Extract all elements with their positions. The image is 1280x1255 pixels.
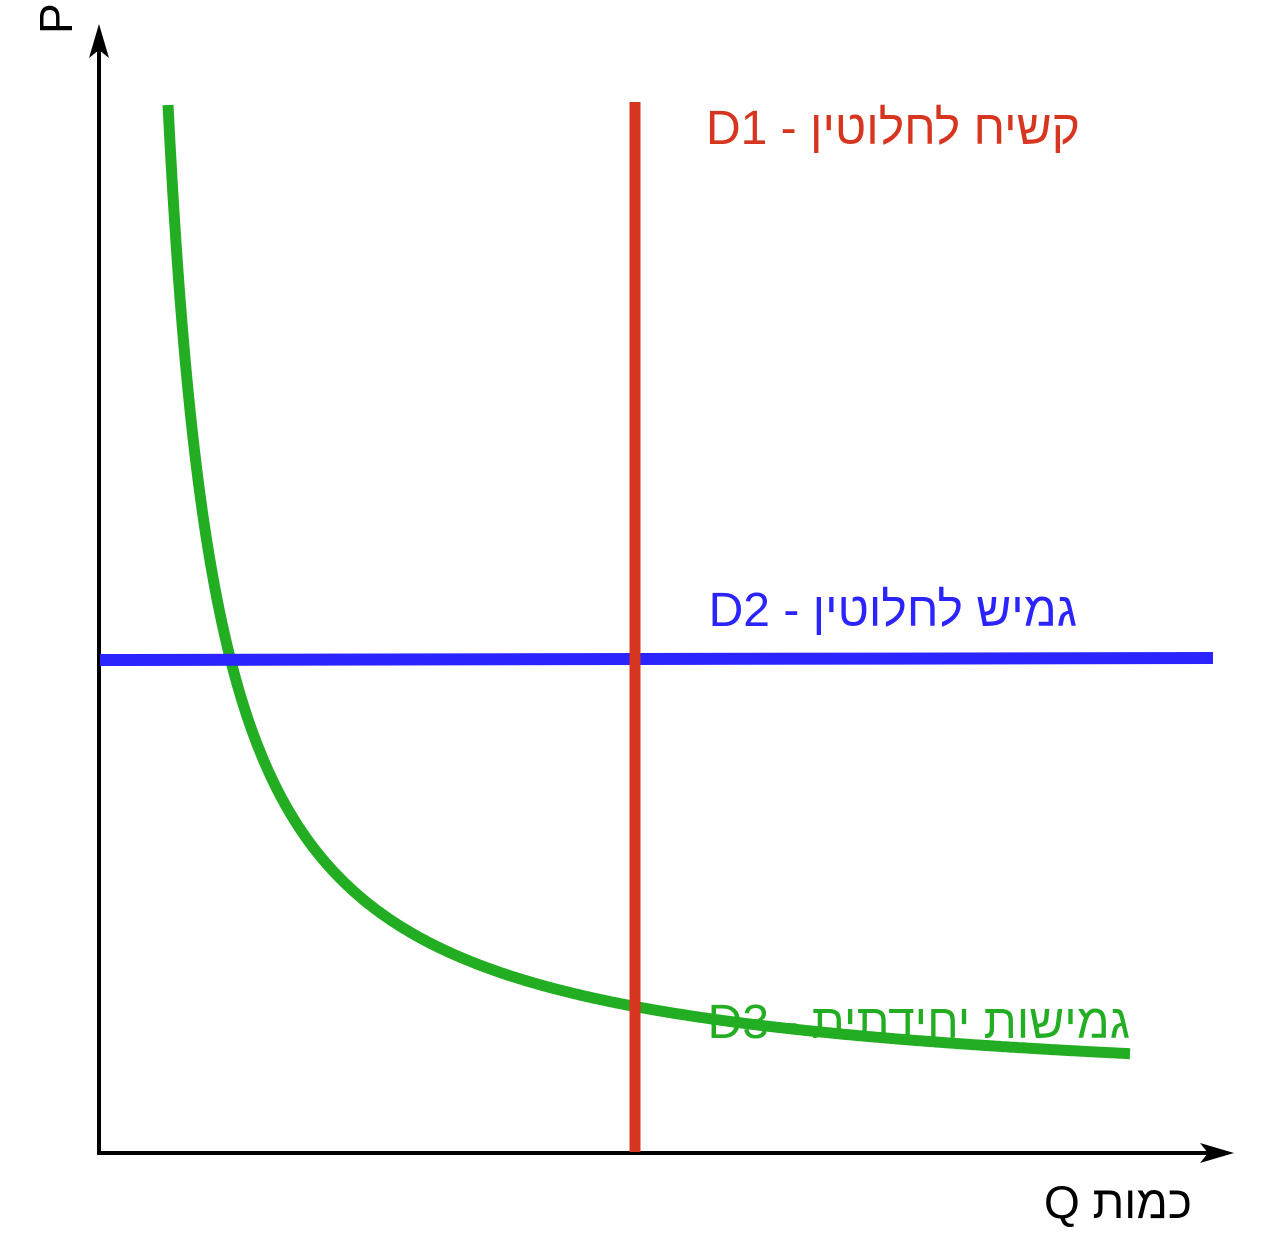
d2-label: גמיש לחלוטין - D2	[709, 584, 1077, 637]
d1-label: קשיח לחלוטין - D1	[706, 102, 1080, 155]
y-axis-label: מחיר P	[30, 0, 82, 34]
x-axis-arrowhead	[1200, 1143, 1234, 1163]
y-axis-arrowhead	[89, 24, 109, 58]
d3-label: גמישות יחידתית - D3	[708, 996, 1130, 1049]
d3-unit-elastic-curve	[162, 104, 1131, 1060]
d2-perfectly-elastic-line	[99, 652, 1214, 666]
x-axis-label: כמות Q	[1044, 1176, 1192, 1228]
